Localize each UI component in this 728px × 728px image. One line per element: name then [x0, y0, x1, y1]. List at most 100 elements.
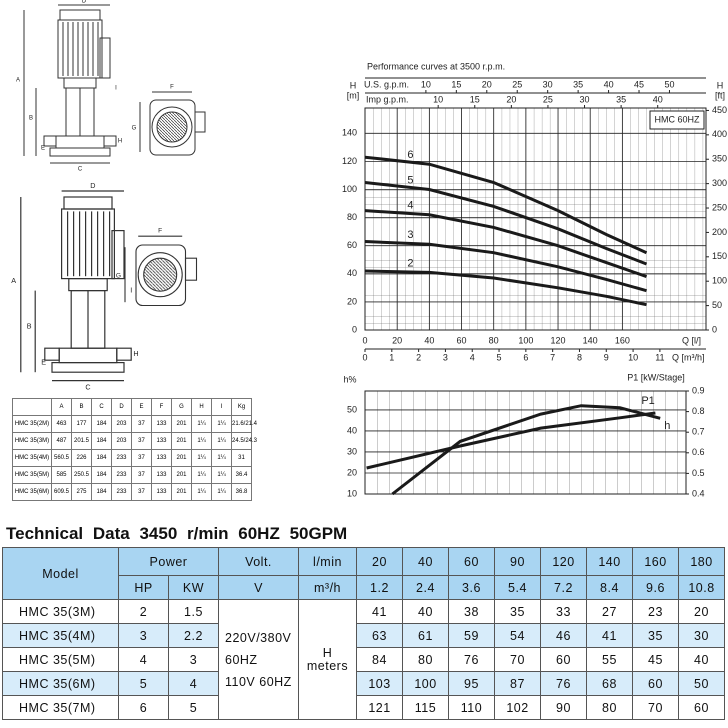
- head-label: H: [322, 645, 333, 660]
- dimension-label: I: [115, 86, 117, 92]
- x-tick-label: 160: [615, 335, 630, 345]
- header-cell: C: [91, 398, 112, 416]
- curve: [364, 209, 647, 279]
- cell: HMC 35(2M): [12, 415, 52, 433]
- dimension-label: H: [133, 349, 138, 358]
- cell: 41: [586, 623, 633, 648]
- cell: 80: [402, 647, 449, 672]
- cell: 31: [231, 449, 252, 467]
- data-row: HMC 35(5M) 4 3 84 80 76 70 60 55 45 40: [2, 647, 725, 672]
- fan-cover: [59, 9, 101, 21]
- y2-tick-label: 0.9: [692, 385, 705, 395]
- dimension-label: A: [16, 78, 20, 84]
- cell: 90: [540, 695, 587, 720]
- dimension-label: F: [158, 227, 162, 234]
- x4-tick-label: 30: [580, 94, 590, 104]
- cell: 10.8: [678, 575, 725, 600]
- dimension-label: B: [29, 116, 33, 122]
- cell: 41: [356, 599, 403, 624]
- motor: [57, 19, 103, 79]
- cell: 140: [586, 547, 633, 576]
- flange: [44, 347, 60, 361]
- x3-tick-label: 20: [482, 79, 492, 89]
- cell: 55: [586, 647, 633, 672]
- cell: 609.5: [51, 483, 72, 501]
- cell: 50: [678, 671, 725, 696]
- x2-tick-label: 9: [604, 352, 609, 362]
- curve: [364, 269, 647, 307]
- cell: 120: [540, 547, 587, 576]
- cell: 45: [632, 647, 679, 672]
- x2-tick-label: 5: [497, 352, 502, 362]
- curve-label: 6: [407, 149, 413, 161]
- header-cell: D: [111, 398, 132, 416]
- annotation-box: [649, 110, 705, 130]
- x2-tick-label: 8: [577, 352, 582, 362]
- voltage-line: 110V 60HZ: [225, 674, 292, 689]
- head-label: meters: [306, 658, 349, 673]
- drawing: D A B E C H I: [11, 181, 138, 392]
- curve-label: 3: [407, 229, 413, 241]
- cell: 60: [678, 695, 725, 720]
- x4-tick-label: 10: [433, 94, 443, 104]
- dimension-label: E: [41, 146, 45, 152]
- cell: 201: [171, 432, 192, 450]
- adapter: [63, 77, 97, 89]
- curve-label: P1: [641, 395, 654, 407]
- cell: 1.5: [168, 599, 219, 624]
- cell: Volt.: [218, 547, 299, 576]
- x3-tick-label: 35: [573, 79, 583, 89]
- chart-title: Performance curves at 3500 r.p.m.: [367, 61, 505, 71]
- cell: 84: [356, 647, 403, 672]
- cell: 1.2: [356, 575, 403, 600]
- cell: 1¼: [191, 449, 212, 467]
- dimension-label: C: [78, 167, 83, 173]
- y-tick-label: 20: [347, 296, 357, 306]
- x3-tick-label: 30: [543, 79, 553, 89]
- cell: 9.6: [632, 575, 679, 600]
- drawing: FG: [132, 85, 206, 156]
- cell: 1¼: [211, 432, 232, 450]
- curve-label: 2: [407, 257, 413, 269]
- cell: 5.4: [494, 575, 541, 600]
- x2-tick-label: 4: [470, 352, 475, 362]
- cell: V: [218, 575, 299, 600]
- cell: 8.4: [586, 575, 633, 600]
- cell: 37: [131, 483, 152, 501]
- terminal-box: [111, 230, 125, 280]
- cell: 4: [118, 647, 169, 672]
- y-tick-label: 140: [342, 128, 357, 138]
- cell: 1¼: [211, 466, 232, 484]
- x2-tick-label: 11: [655, 352, 664, 362]
- axis-label: Q [m³/h]: [672, 352, 705, 362]
- y2-tick-label: 300: [712, 178, 727, 188]
- cell: 203: [111, 432, 132, 450]
- adapter: [68, 278, 108, 292]
- base: [58, 347, 118, 364]
- y2-tick-label: 0.7: [692, 427, 705, 437]
- cell: 36.4: [231, 466, 252, 484]
- cell: 60: [632, 671, 679, 696]
- cell: 160: [632, 547, 679, 576]
- cell: 37: [131, 466, 152, 484]
- x-tick-label: 20: [392, 335, 402, 345]
- foot: [51, 362, 125, 373]
- header-cell: [12, 398, 52, 416]
- dimension-table: A B C D E F G H I Kg HMC 35(2M) 463 177 184 203 37 133 20…: [12, 398, 257, 501]
- drawing: D A B E C H I: [16, 0, 122, 173]
- y2-tick-label: 250: [712, 202, 727, 212]
- cell: 180: [678, 547, 725, 576]
- x3-tick-label: 10: [421, 79, 431, 89]
- axis-label: Imp g.p.m.: [366, 94, 409, 104]
- y-tick-label: 120: [342, 156, 357, 166]
- cell: 1¼: [191, 483, 212, 501]
- y2-tick-label: 0.8: [692, 406, 705, 416]
- cell: 20: [678, 599, 725, 624]
- cell: 3: [168, 647, 219, 672]
- cell: 110: [448, 695, 495, 720]
- row: HMC 35(4M) 560.5 226 184 233 37 133 201 1¼ 1¼ 31: [12, 449, 252, 467]
- x-tick-label: 80: [489, 335, 499, 345]
- cell: 24.5/24.3: [231, 432, 257, 450]
- curve: [364, 155, 648, 255]
- cell: 21.6/21.4: [231, 415, 257, 433]
